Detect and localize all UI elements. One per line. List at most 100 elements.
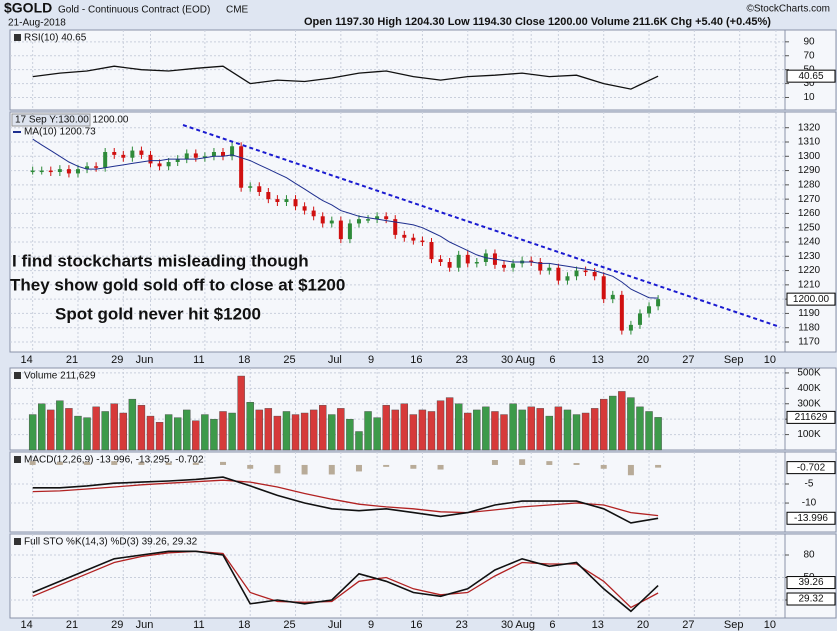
y-tick-label: 1230 <box>798 251 821 262</box>
volume-bar <box>391 409 399 451</box>
volume-bar <box>364 411 372 451</box>
x-tick-label: 27 <box>682 354 694 366</box>
x-tick-label: 16 <box>410 354 422 366</box>
volume-bar <box>527 406 535 451</box>
volume-bar <box>65 408 73 451</box>
x-tick-label: Jun <box>136 354 154 366</box>
x-tick-label: 14 <box>21 619 33 631</box>
x-tick-label: 6 <box>549 354 555 366</box>
volume-bar <box>373 417 381 451</box>
macd-histogram-bar <box>600 464 607 469</box>
instrument-name: Gold - Continuous Contract (EOD) <box>58 5 210 16</box>
x-tick-label: 11 <box>193 619 204 631</box>
volume-bar <box>600 398 608 451</box>
volume-bar <box>173 417 182 451</box>
volume-bar <box>319 405 327 451</box>
volume-bar <box>337 408 345 451</box>
volume-bar <box>590 408 599 451</box>
value-badge-label: -0.702 <box>797 462 826 473</box>
x-tick-label: 30 <box>501 619 513 631</box>
panel-legend: RSI(10) 40.65 <box>24 33 87 44</box>
macd-histogram-bar <box>138 462 145 465</box>
y-tick-label: 100K <box>797 429 821 440</box>
legend-icon <box>14 34 21 41</box>
volume-bar <box>346 418 354 451</box>
volume-bar <box>427 411 436 451</box>
trendline <box>182 124 781 328</box>
macd-line <box>32 476 659 524</box>
macd-histogram-bar <box>383 464 390 467</box>
x-tick-label: 14 <box>21 354 33 366</box>
date: 21-Aug-2018 <box>8 18 66 29</box>
y-tick-label: 10 <box>803 92 815 103</box>
volume-bar <box>47 409 55 451</box>
volume-bar <box>309 409 318 451</box>
x-tick-label: 16 <box>410 619 422 631</box>
x-tick-label: 21 <box>66 619 78 631</box>
x-tick-label: 20 <box>637 619 649 631</box>
volume-bar <box>636 406 644 451</box>
y-tick-label: 1270 <box>798 194 821 205</box>
macd-histogram-bar <box>437 464 444 470</box>
volume-bar <box>627 397 635 451</box>
macd-histogram-bar <box>410 464 417 469</box>
macd-histogram-bar <box>573 463 580 465</box>
volume-bar <box>119 412 128 451</box>
y-tick-label: 1210 <box>798 279 821 290</box>
tooltip-label: 17 Sep Y:130.00 <box>15 115 89 126</box>
macd-histogram-bar <box>84 461 91 465</box>
y-tick-label: 500K <box>797 368 821 379</box>
y-tick-label: 30 <box>803 78 815 89</box>
volume-bar <box>445 397 454 451</box>
x-tick-label: 25 <box>283 619 295 631</box>
value-badge-label: 39.26 <box>798 577 823 588</box>
x-tick-label: Jun <box>136 619 154 631</box>
x-tick-label: 10 <box>764 619 776 631</box>
volume-bar <box>382 405 390 451</box>
y-tick-label: 70 <box>803 50 815 61</box>
value-badge <box>786 69 836 83</box>
macd-histogram-bar <box>519 459 526 465</box>
macd-histogram-bar <box>627 464 634 476</box>
y-tick-label: 1250 <box>798 222 821 233</box>
y-tick-label: 1310 <box>798 137 821 148</box>
volume-bar <box>581 412 590 451</box>
macd-signal <box>32 479 659 517</box>
value-badge <box>786 410 836 424</box>
legend-icon <box>14 372 21 379</box>
macd-histogram-bar <box>274 464 281 474</box>
x-tick-label: 9 <box>368 354 374 366</box>
credit: ©StockCharts.com <box>746 4 830 15</box>
volume-bar <box>545 415 554 451</box>
moving-average <box>32 138 659 299</box>
volume-bar <box>128 398 137 451</box>
x-tick-label: 18 <box>238 619 250 631</box>
value-badge-label: 29.32 <box>798 594 823 605</box>
y-tick-label: 1320 <box>798 122 821 133</box>
axis-frame <box>784 111 837 353</box>
volume-bar <box>56 400 64 451</box>
y-tick-label: 1180 <box>798 322 820 333</box>
volume-bar <box>418 409 427 451</box>
volume-bar <box>101 411 109 451</box>
volume-bar <box>464 412 472 451</box>
macd-histogram-bar <box>220 461 227 465</box>
volume-bar <box>355 431 363 451</box>
macd-histogram-bar <box>546 461 553 465</box>
x-tick-label: 29 <box>111 619 123 631</box>
y-tick-label: 1290 <box>798 165 821 176</box>
volume-bar <box>237 375 245 451</box>
value-badge <box>786 592 836 606</box>
annotation: I find stockcharts misleading though <box>12 251 309 270</box>
axis-frame <box>784 367 837 451</box>
y-tick-label: 1170 <box>798 337 820 348</box>
x-tick-label: Sep <box>724 354 744 366</box>
x-tick-label: 23 <box>456 619 468 631</box>
x-tick-label: 23 <box>456 354 468 366</box>
volume-bar <box>228 412 236 451</box>
exchange: CME <box>226 5 249 16</box>
y-tick-label: 1190 <box>798 308 820 319</box>
volume-bar <box>110 403 118 451</box>
volume-bar <box>509 403 517 451</box>
